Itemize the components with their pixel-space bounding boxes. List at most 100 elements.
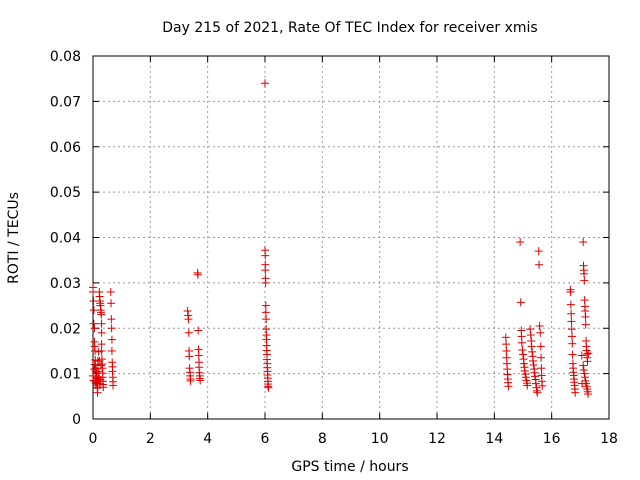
- data-point: [517, 338, 526, 347]
- data-point: [532, 386, 541, 395]
- y-tick-label: 0.04: [50, 231, 81, 247]
- x-tick-label: 12: [428, 431, 446, 447]
- data-point: [521, 370, 530, 379]
- x-tick-label: 18: [600, 431, 618, 447]
- data-point: [531, 379, 540, 388]
- data-point: [538, 381, 547, 390]
- y-tick-label: 0.02: [50, 321, 81, 337]
- data-point: [529, 356, 538, 365]
- data-point: [516, 238, 525, 247]
- data-point: [186, 376, 195, 385]
- data-point: [97, 361, 106, 370]
- data-point: [107, 315, 116, 324]
- data-point: [520, 366, 529, 375]
- data-point: [93, 388, 102, 397]
- data-point: [567, 309, 576, 318]
- y-tick-label: 0: [72, 412, 81, 428]
- data-point: [94, 375, 103, 384]
- data-point: [261, 308, 270, 317]
- y-axis-title: ROTI / TECUs: [6, 192, 22, 284]
- data-point: [502, 340, 511, 349]
- data-point: [107, 335, 116, 344]
- data-point: [581, 312, 590, 321]
- data-point: [196, 376, 205, 385]
- x-tick-label: 10: [371, 431, 389, 447]
- data-point: [264, 383, 273, 392]
- data-point: [568, 350, 577, 359]
- data-point: [261, 301, 270, 310]
- data-point: [534, 247, 543, 256]
- x-tick-label: 6: [261, 431, 270, 447]
- data-point: [568, 339, 577, 348]
- data-point: [530, 368, 539, 377]
- data-point: [94, 367, 103, 376]
- data-point: [523, 381, 532, 390]
- data-point: [90, 324, 99, 333]
- data-point: [566, 287, 575, 296]
- y-tick-label: 0.06: [50, 140, 81, 156]
- data-point: [528, 347, 537, 356]
- data-point: [184, 328, 193, 337]
- data-point: [89, 371, 97, 380]
- grid-lines: [93, 56, 609, 419]
- data-point: [580, 369, 589, 378]
- data-point: [581, 320, 590, 329]
- data-point: [584, 349, 593, 358]
- data-point: [89, 319, 98, 328]
- data-point: [502, 346, 511, 355]
- data-point: [262, 315, 271, 324]
- data-point: [521, 373, 530, 382]
- data-point: [261, 278, 270, 287]
- data-point: [537, 364, 546, 373]
- data-point: [529, 361, 538, 370]
- x-tick-label: 4: [203, 431, 212, 447]
- data-point: [99, 383, 108, 392]
- data-point: [107, 299, 116, 308]
- data-point: [95, 356, 104, 365]
- data-point: [584, 390, 593, 399]
- x-tick-labels: 0 2 4 6 8 10 12 14 16 18: [89, 431, 618, 447]
- data-point: [537, 353, 546, 362]
- data-point: [107, 346, 116, 355]
- x-tick-label: 2: [146, 431, 155, 447]
- data-point: [107, 324, 116, 333]
- data-point: [185, 352, 194, 361]
- data-point: [95, 379, 104, 388]
- data-point: [535, 321, 544, 330]
- x-tick-label: 0: [89, 431, 98, 447]
- data-point: [583, 357, 592, 366]
- data-point: [566, 300, 575, 309]
- data-point: [194, 351, 203, 360]
- data-point: [96, 375, 105, 384]
- data-point: [504, 382, 513, 391]
- data-point: [193, 270, 202, 279]
- data-point: [501, 333, 510, 342]
- data-point: [194, 326, 203, 335]
- data-point: [261, 251, 270, 260]
- data-point: [531, 372, 540, 381]
- data-point: [261, 266, 270, 275]
- data-point: [519, 350, 527, 359]
- data-point: [527, 342, 536, 351]
- data-point: [183, 307, 192, 316]
- data-point: [526, 325, 535, 334]
- data-point: [536, 328, 545, 337]
- data-points: [89, 79, 593, 399]
- x-axis-title: GPS time / hours: [291, 459, 408, 475]
- x-tick-label: 14: [485, 431, 503, 447]
- data-point: [184, 315, 193, 324]
- y-tick-label: 0.01: [50, 367, 81, 383]
- data-point: [579, 238, 588, 247]
- data-point: [97, 310, 106, 319]
- chart-title: Day 215 of 2021, Rate Of TEC Index for r…: [162, 20, 537, 36]
- data-point: [97, 328, 106, 337]
- data-point: [579, 361, 588, 370]
- y-tick-label: 0.08: [50, 49, 81, 65]
- data-point: [261, 79, 269, 88]
- x-tick-label: 16: [543, 431, 561, 447]
- data-point: [579, 365, 588, 374]
- data-point: [97, 340, 106, 349]
- y-tick-label: 0.05: [50, 185, 81, 201]
- data-point: [567, 317, 576, 326]
